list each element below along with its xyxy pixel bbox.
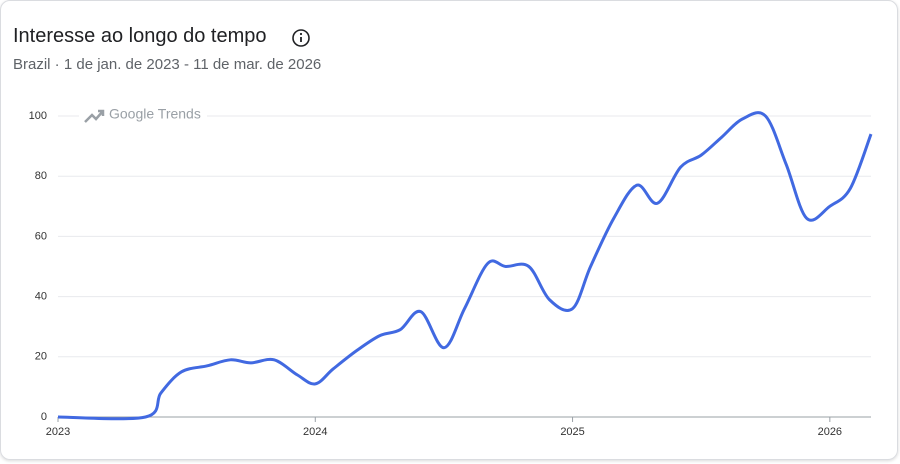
chart-title: Interesse ao longo do tempo (13, 25, 267, 47)
y-tick-label: 40 (35, 291, 47, 303)
trends-icon (84, 109, 105, 123)
y-tick-label: 100 (29, 110, 47, 122)
line (57, 111, 873, 421)
x-tick-label: 2024 (303, 426, 327, 438)
x-tick-label: 2025 (560, 426, 584, 438)
chart-subtitle: Brazil · 1 de jan. de 2023 - 11 de mar. … (13, 56, 322, 73)
x-tick-label: 2023 (46, 426, 70, 438)
watermark-bg (79, 106, 207, 126)
y-tick-label: 80 (35, 170, 47, 182)
y-tick-label: 20 (35, 351, 47, 363)
watermark-text: Google Trends (109, 106, 201, 122)
info-icon[interactable] (291, 28, 311, 48)
x-tick-label: 2026 (818, 426, 842, 438)
y-tick-label: 0 (41, 411, 47, 423)
y-tick-label: 60 (35, 230, 47, 242)
